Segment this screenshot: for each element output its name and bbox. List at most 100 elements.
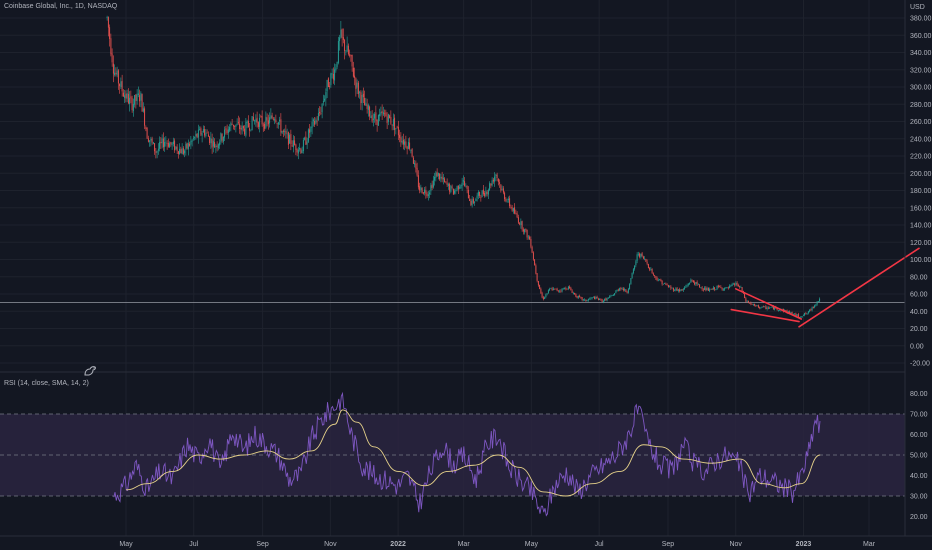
candle-body [207, 134, 209, 137]
candle-body [419, 186, 421, 191]
candle [514, 203, 516, 215]
candle [627, 287, 629, 294]
candle [616, 289, 618, 292]
price-tick-label: 20.00 [910, 326, 928, 333]
candle [571, 289, 573, 293]
candle [814, 304, 816, 309]
candle-body [805, 313, 807, 314]
candle [756, 305, 758, 307]
candle-body [525, 229, 527, 231]
candle [502, 186, 504, 195]
candle-body [119, 83, 121, 87]
candle [380, 106, 382, 117]
candle-body [352, 67, 354, 77]
candle [249, 123, 251, 137]
candle-body [257, 122, 259, 127]
candle-body [367, 105, 369, 110]
candle-body [324, 98, 326, 101]
candle-body [615, 291, 617, 293]
candle-body [591, 297, 593, 299]
candle [596, 295, 598, 299]
candle [476, 192, 478, 202]
candle-body [737, 285, 739, 287]
candle-body [719, 286, 721, 288]
candle-body [632, 269, 634, 274]
candle-body [314, 121, 316, 125]
candle [676, 287, 678, 292]
candle-body [235, 124, 237, 127]
candle-body [335, 67, 337, 71]
candle [646, 259, 648, 266]
candle [294, 136, 296, 146]
candle-body [371, 114, 373, 122]
candle-body [660, 279, 662, 282]
tradingview-dino-icon[interactable] [82, 362, 98, 378]
candle-body [336, 61, 338, 67]
candle [386, 112, 388, 130]
price-tick-label: 240.00 [910, 136, 932, 143]
rsi-indicator-label[interactable]: RSI (14, close, SMA, 14, 2) [4, 380, 89, 387]
candle-body [480, 196, 482, 198]
candle [106, 15, 108, 21]
candle [172, 137, 174, 147]
candle [495, 173, 497, 182]
candle-body [657, 280, 659, 282]
candle-body [319, 111, 321, 114]
candle [645, 258, 647, 263]
candle [125, 90, 127, 103]
candle [536, 273, 538, 283]
candle-body [692, 280, 694, 283]
candles [106, 15, 821, 319]
candle [207, 131, 209, 137]
candle [184, 149, 186, 158]
candle [194, 136, 196, 141]
candle-body [556, 288, 558, 291]
candle [585, 299, 587, 302]
candle-body [650, 269, 652, 271]
candle [819, 297, 821, 303]
candle [406, 145, 408, 155]
candle [462, 175, 464, 186]
candle [679, 287, 681, 293]
candle-body [449, 183, 451, 192]
candle-body [712, 287, 714, 290]
candle-body [390, 117, 392, 124]
candle-body [544, 297, 546, 299]
candle [636, 252, 638, 264]
candle [222, 136, 224, 145]
candle [365, 97, 367, 107]
candle-body [176, 146, 178, 151]
price-tick-label: 180.00 [910, 188, 932, 195]
candle [559, 289, 561, 293]
candle-body [767, 307, 769, 309]
candle [282, 129, 284, 138]
candle-body [277, 122, 279, 125]
candle [261, 110, 263, 127]
candle [736, 281, 738, 287]
candle [317, 108, 319, 121]
price-tick-label: 380.00 [910, 16, 932, 23]
candle-body [169, 143, 171, 148]
candle-body [651, 268, 653, 274]
candle [725, 287, 727, 289]
candle-body [210, 138, 212, 144]
candle [342, 28, 344, 44]
candle [436, 168, 438, 177]
candle [357, 80, 359, 98]
candle [425, 186, 427, 199]
candle-body [142, 108, 144, 112]
candle-body [232, 124, 234, 127]
candle-body [507, 198, 509, 201]
candle-body [289, 134, 291, 144]
candle-body [555, 288, 557, 290]
candle-body [145, 126, 147, 130]
candle [677, 288, 679, 293]
candle-body [407, 142, 409, 149]
candle [160, 136, 162, 150]
candle-body [505, 198, 507, 202]
candle-body [547, 290, 549, 293]
candle-body [177, 151, 179, 154]
candle [466, 185, 468, 194]
candle [614, 292, 616, 296]
